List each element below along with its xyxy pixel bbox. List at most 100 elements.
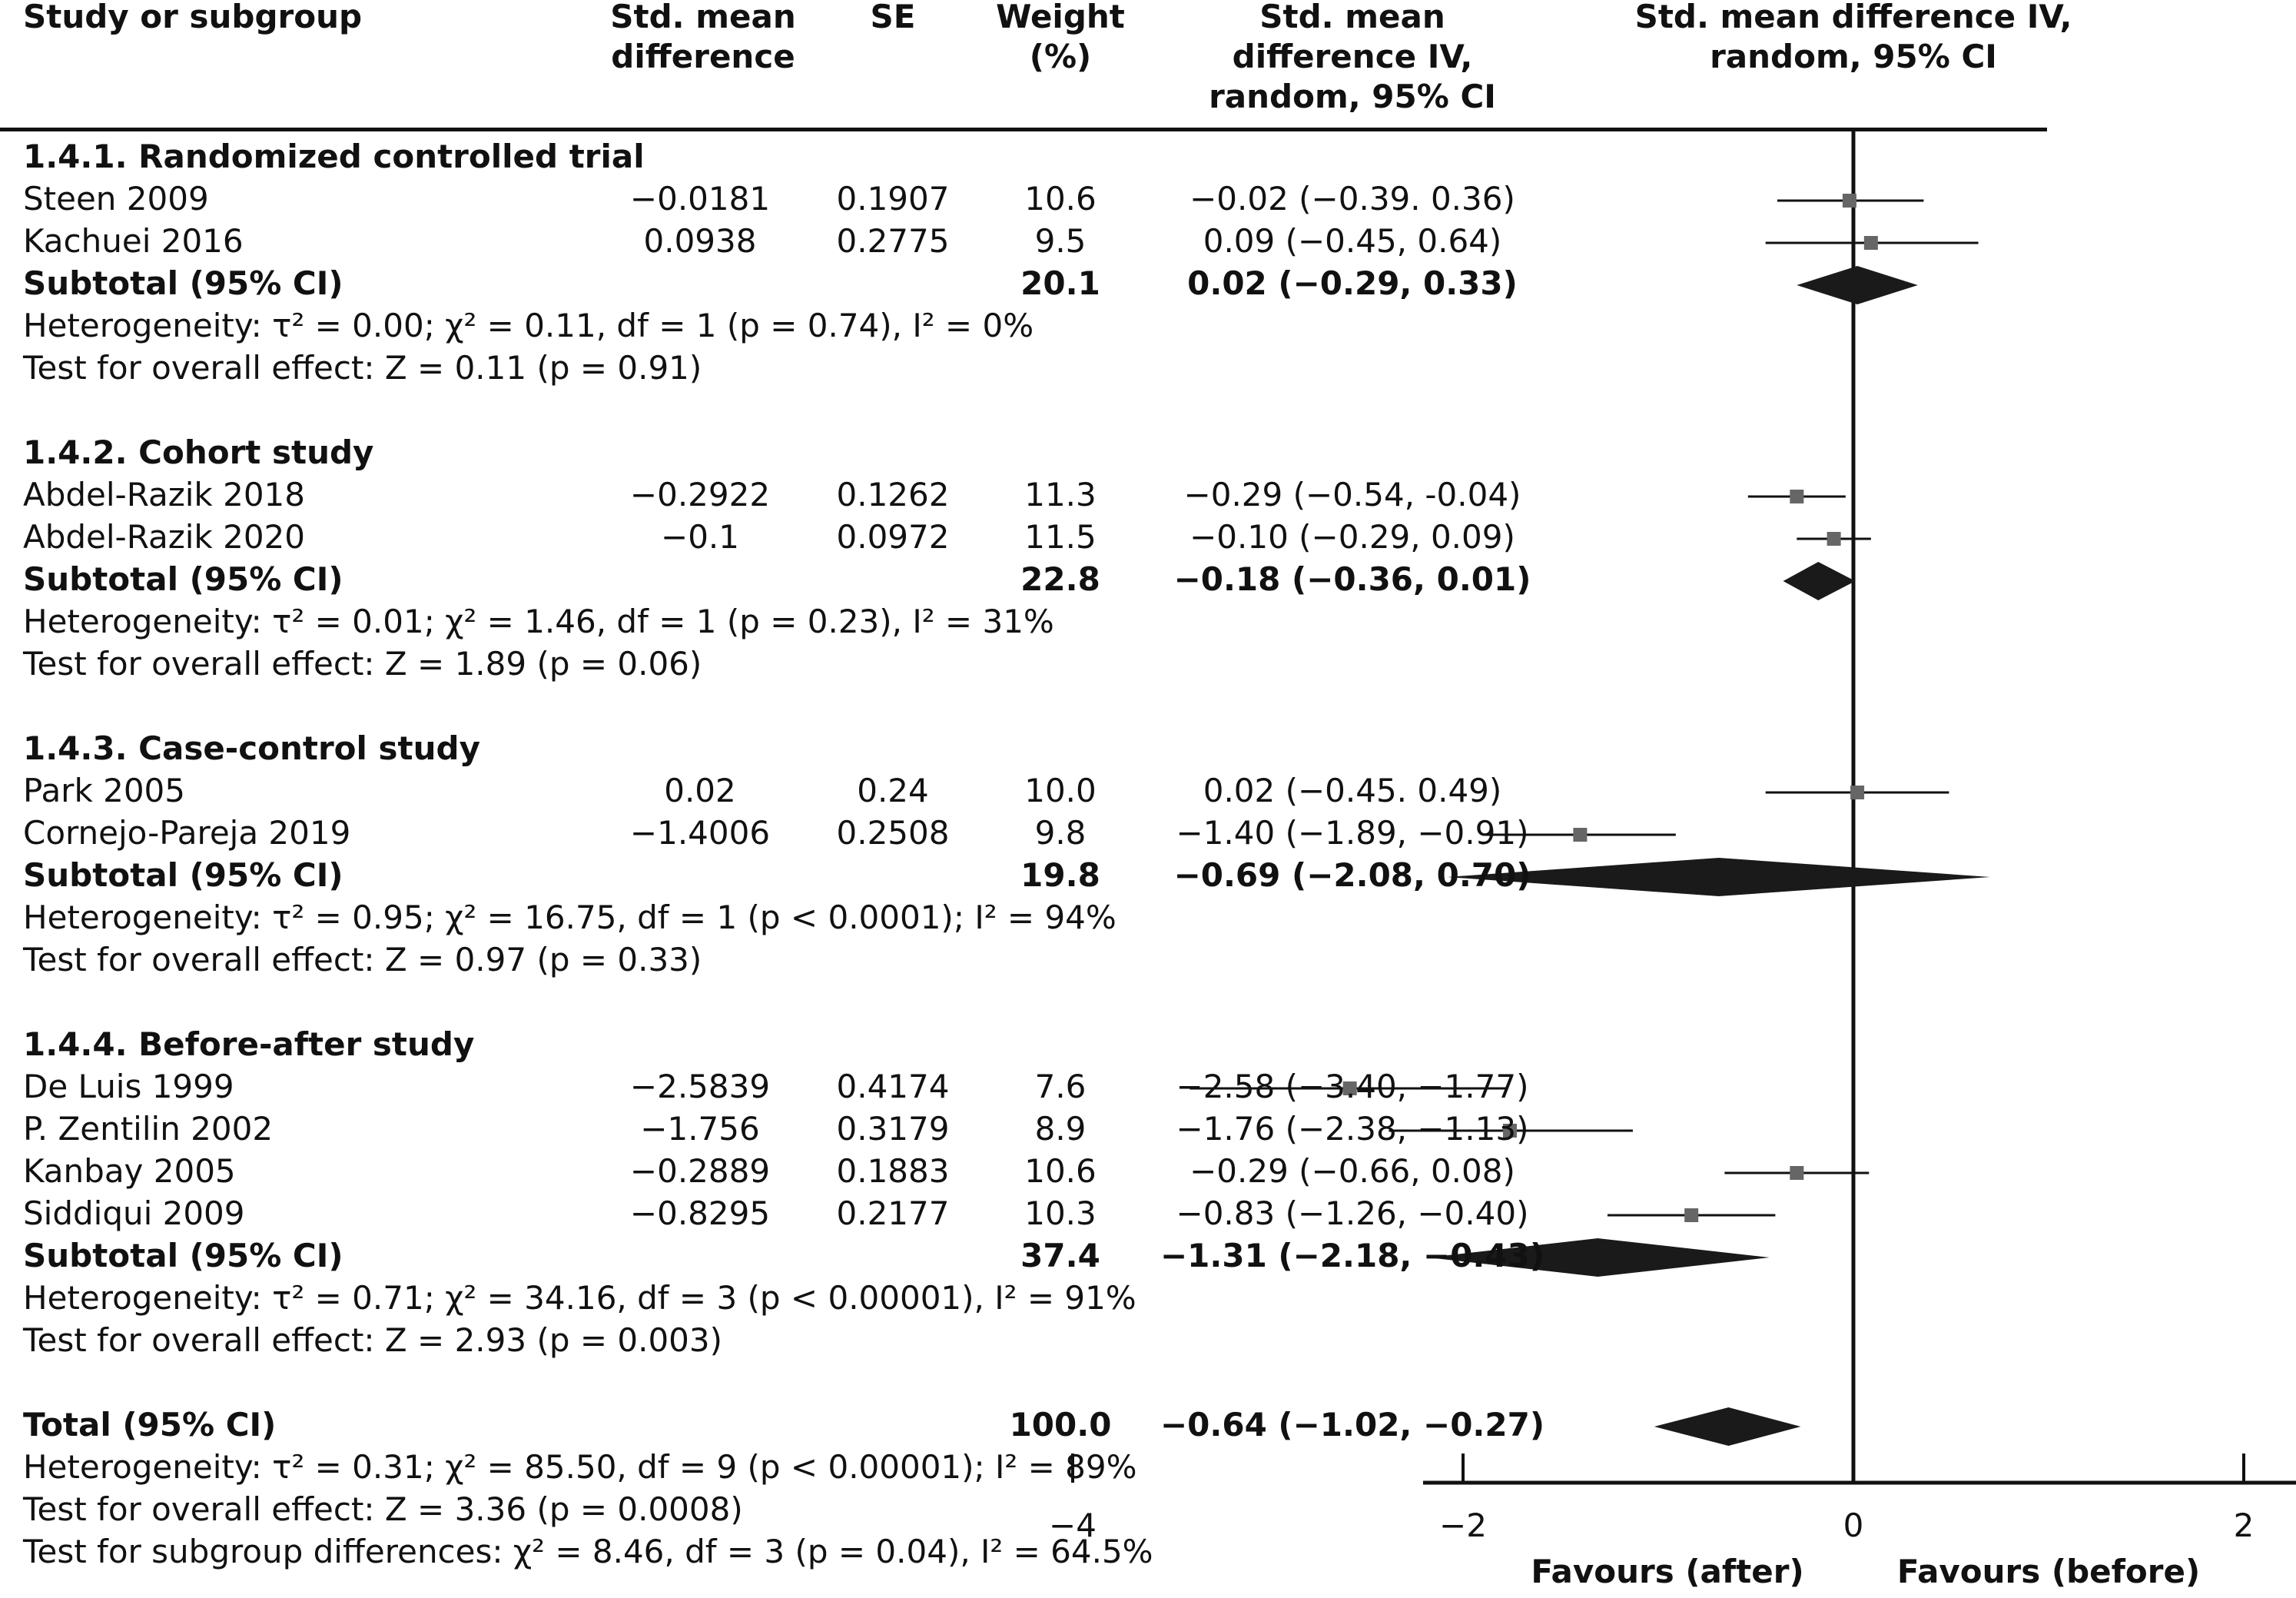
header-se: SE: [870, 0, 916, 35]
study-point: [1790, 1166, 1804, 1180]
total-overall-effect-text: Test for overall effect: Z = 3.36 (p = 0…: [23, 1490, 743, 1528]
subgroup-title: 1.4.3. Case-control study: [23, 729, 480, 767]
subtotal-weight: 20.1: [1020, 264, 1100, 302]
study-name: Steen 2009: [23, 180, 209, 218]
heterogeneity-text: Heterogeneity: τ² = 0.71; χ² = 34.16, df…: [23, 1279, 1136, 1317]
study-se: 0.0972: [836, 518, 950, 556]
overall-effect-text: Test for overall effect: Z = 0.11 (p = 0…: [23, 349, 702, 387]
subgroup-title: 1.4.1. Randomized controlled trial: [23, 138, 645, 175]
study-ci: 0.09 (−0.45, 0.64): [1203, 222, 1502, 260]
total-weight: 100.0: [1009, 1406, 1112, 1444]
header-weight: Weight (%): [996, 0, 1125, 75]
subtotal-ci: −0.69 (−2.08, 0.70): [1173, 856, 1531, 894]
study-ci: −0.02 (−0.39. 0.36): [1189, 180, 1515, 218]
x-tick-label: 0: [1843, 1507, 1864, 1544]
study-name: De Luis 1999: [23, 1068, 234, 1105]
study-se: 0.2508: [836, 814, 950, 852]
study-name: Abdel-Razik 2018: [23, 476, 305, 513]
heterogeneity-text: Heterogeneity: τ² = 0.01; χ² = 1.46, df …: [23, 603, 1054, 640]
overall-effect-text: Test for overall effect: Z = 0.97 (p = 0…: [23, 941, 702, 978]
subtotal-diamond: [1783, 562, 1856, 600]
subtotal-diamond: [1447, 858, 1990, 896]
study-smd: −0.2922: [629, 476, 771, 513]
subgroup-title: 1.4.2. Cohort study: [23, 434, 374, 471]
favours-right-label: Favours (before): [1897, 1553, 2200, 1590]
study-name: Park 2005: [23, 772, 186, 809]
subtotal-label: Subtotal (95% CI): [23, 560, 343, 598]
study-ci: −0.29 (−0.54, -0.04): [1183, 476, 1521, 513]
subtotal-label: Subtotal (95% CI): [23, 1237, 343, 1274]
study-se: 0.1907: [836, 180, 950, 218]
study-point: [1573, 828, 1588, 842]
study-smd: −2.5839: [629, 1068, 771, 1105]
study-weight: 10.6: [1024, 180, 1097, 218]
study-point: [1850, 786, 1865, 799]
study-smd: 0.0938: [643, 222, 757, 260]
subgroup-differences-text: Test for subgroup differences: χ² = 8.46…: [23, 1533, 1153, 1570]
study-point: [1342, 1081, 1357, 1095]
subgroup-title: 1.4.4. Before-after study: [23, 1025, 475, 1063]
study-se: 0.2775: [836, 222, 950, 260]
study-weight: 9.8: [1034, 814, 1087, 852]
study-se: 0.3179: [836, 1110, 950, 1148]
subtotal-label: Subtotal (95% CI): [23, 856, 343, 894]
study-name: Kanbay 2005: [23, 1152, 236, 1190]
x-tick-label: −4: [1049, 1507, 1097, 1544]
study-ci: −1.40 (−1.89, −0.91): [1176, 814, 1529, 852]
total-label: Total (95% CI): [23, 1406, 277, 1444]
header-smd: Std. mean difference: [610, 0, 796, 75]
study-point: [1684, 1208, 1699, 1222]
study-point: [1827, 532, 1841, 546]
subtotal-diamond: [1428, 1238, 1770, 1277]
study-name: Abdel-Razik 2020: [23, 518, 305, 556]
study-ci: −0.10 (−0.29, 0.09): [1189, 518, 1515, 556]
subtotal-diamond: [1797, 266, 1918, 304]
heterogeneity-text: Heterogeneity: τ² = 0.95; χ² = 16.75, df…: [23, 899, 1116, 936]
study-ci: 0.02 (−0.45. 0.49): [1203, 772, 1502, 809]
study-weight: 10.0: [1024, 772, 1097, 809]
study-se: 0.4174: [836, 1068, 950, 1105]
study-smd: 0.02: [664, 772, 736, 809]
study-smd: −0.2889: [629, 1152, 771, 1190]
header-rule: [0, 128, 2047, 131]
study-point: [1842, 194, 1856, 208]
subtotal-weight: 22.8: [1020, 560, 1100, 598]
subtotal-ci: 0.02 (−0.29, 0.33): [1187, 264, 1518, 302]
subtotal-ci: −1.31 (−2.18, −0.43): [1160, 1237, 1545, 1274]
header-study: Study or subgroup: [23, 0, 363, 35]
subtotal-weight: 19.8: [1020, 856, 1100, 894]
study-point: [1863, 236, 1878, 250]
header-ci-text: Std. mean difference IV, random, 95% CI: [1209, 0, 1496, 115]
overall-effect-text: Test for overall effect: Z = 2.93 (p = 0…: [23, 1321, 723, 1359]
study-weight: 8.9: [1034, 1110, 1087, 1148]
study-se: 0.24: [857, 772, 929, 809]
subtotal-label: Subtotal (95% CI): [23, 264, 343, 302]
study-se: 0.1262: [836, 476, 950, 513]
study-smd: −0.1: [661, 518, 739, 556]
header-plot: Std. mean difference IV, random, 95% CI: [1634, 0, 2072, 75]
study-point: [1790, 490, 1804, 503]
subtotal-weight: 37.4: [1020, 1237, 1100, 1274]
study-weight: 10.3: [1024, 1194, 1097, 1232]
total-diamond: [1654, 1407, 1801, 1446]
study-weight: 11.5: [1024, 518, 1097, 556]
study-ci: −0.83 (−1.26, −0.40): [1176, 1194, 1529, 1232]
favours-left-label: Favours (after): [1531, 1553, 1803, 1590]
study-se: 0.1883: [836, 1152, 950, 1190]
study-name: P. Zentilin 2002: [23, 1110, 274, 1148]
study-name: Cornejo-Pareja 2019: [23, 814, 351, 852]
study-weight: 10.6: [1024, 1152, 1097, 1190]
subtotal-ci: −0.18 (−0.36, 0.01): [1173, 560, 1531, 598]
study-ci: −1.76 (−2.38, −1.13): [1176, 1110, 1529, 1148]
study-se: 0.2177: [836, 1194, 950, 1232]
x-tick-label: 2: [2234, 1507, 2255, 1544]
study-weight: 9.5: [1034, 222, 1087, 260]
study-smd: −0.0181: [629, 180, 771, 218]
study-smd: −1.756: [640, 1110, 760, 1148]
study-smd: −0.8295: [629, 1194, 771, 1232]
study-name: Siddiqui 2009: [23, 1194, 245, 1232]
total-heterogeneity-text: Heterogeneity: τ² = 0.31; χ² = 85.50, df…: [23, 1448, 1137, 1486]
study-smd: −1.4006: [629, 814, 771, 852]
